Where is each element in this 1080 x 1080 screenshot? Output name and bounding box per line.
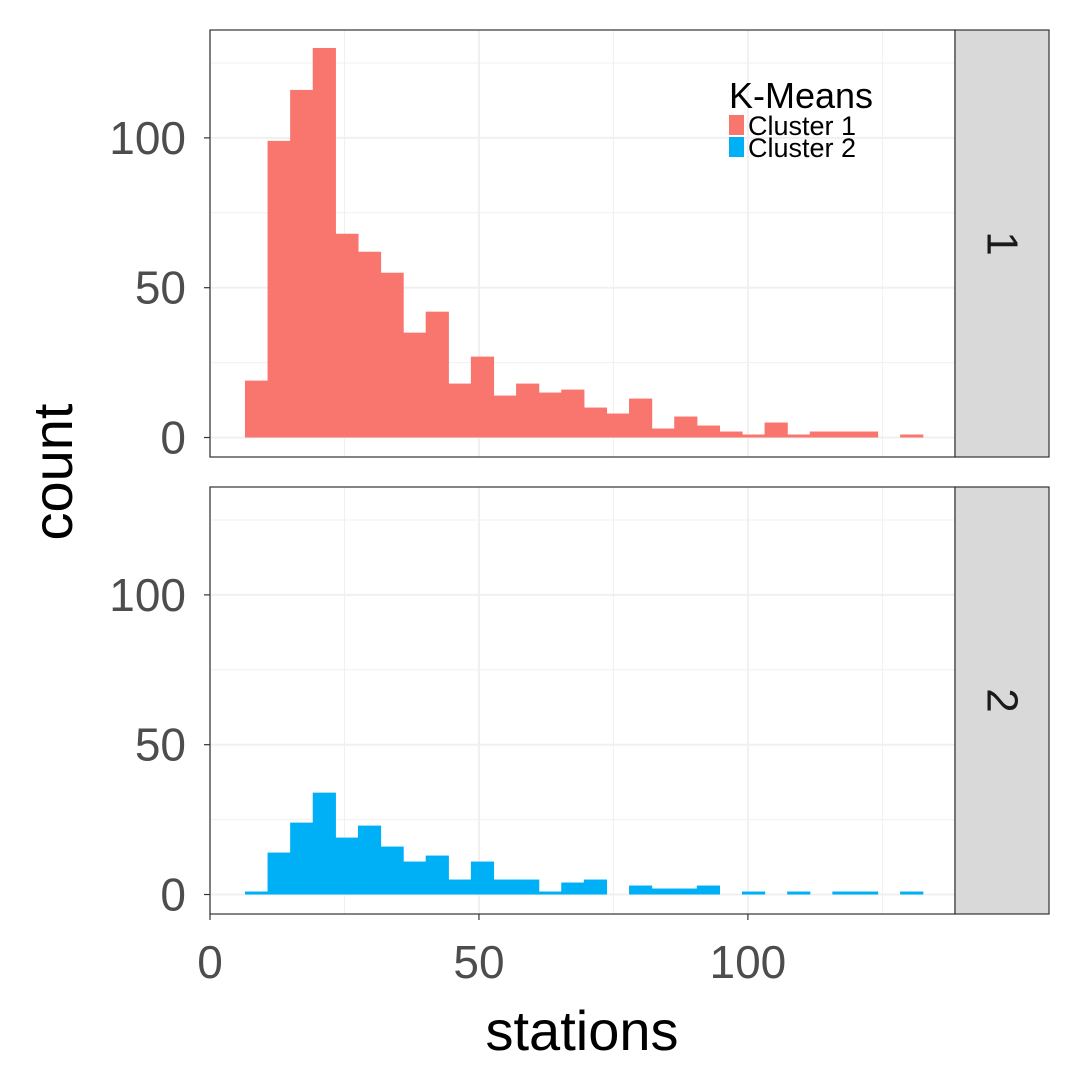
histogram-bar <box>380 846 404 895</box>
histogram-bar <box>448 383 472 438</box>
histogram-bar <box>425 311 449 438</box>
histogram-bar <box>380 272 404 438</box>
histogram-bar <box>719 431 743 438</box>
x-axis-title: stations <box>486 999 679 1062</box>
histogram-bar <box>696 425 720 438</box>
histogram-bar <box>900 891 924 895</box>
histogram-bar <box>290 822 314 895</box>
legend-key <box>729 137 744 157</box>
histogram-bar <box>561 389 585 438</box>
histogram-bar <box>832 891 856 895</box>
histogram-bar <box>651 888 675 895</box>
histogram-bar <box>357 251 382 438</box>
histogram-bar <box>900 434 924 438</box>
histogram-bar <box>561 882 585 895</box>
legend-key <box>729 115 744 135</box>
facet-panel-1: 1 0 50 100 <box>109 29 1050 464</box>
histogram-bar <box>312 47 336 438</box>
x-tick-label: 50 <box>453 936 504 988</box>
histogram-bar <box>403 332 427 438</box>
y-axis-title: count <box>21 403 84 540</box>
legend-label: Cluster 2 <box>748 133 856 163</box>
histogram-bar <box>764 422 788 438</box>
histogram-bar <box>290 89 314 438</box>
histogram-bar <box>809 431 833 438</box>
histogram-bar <box>787 434 811 438</box>
histogram-bar <box>606 413 630 438</box>
facet-strip <box>954 486 1050 915</box>
histogram-bar <box>516 383 540 438</box>
histogram-bar <box>470 861 495 895</box>
facet-strip <box>954 29 1050 458</box>
histogram-bar <box>538 392 562 438</box>
histogram-bar <box>470 356 495 438</box>
facet-strip-label: 2 <box>978 688 1027 712</box>
y-tick-label: 100 <box>109 569 186 621</box>
y-tick-label: 100 <box>109 112 186 164</box>
histogram-bar <box>538 891 562 895</box>
histogram-bar <box>583 407 608 438</box>
x-tick-label: 100 <box>710 936 787 988</box>
histogram-bar <box>335 837 359 895</box>
histogram-bar <box>267 140 291 438</box>
histogram-bar <box>448 879 472 895</box>
histogram-bar <box>244 891 269 895</box>
legend-label: Cluster 1 <box>748 111 856 141</box>
histogram-bar <box>741 434 766 438</box>
histogram-bar <box>267 852 291 895</box>
facet-panel-2: 2 0 50 100 0 50 100 <box>109 486 1050 988</box>
histogram-bar <box>832 431 856 438</box>
y-tick-label: 50 <box>135 719 186 771</box>
histogram-bar <box>787 891 811 895</box>
histogram-bar <box>357 825 382 895</box>
histogram-bar <box>516 879 540 895</box>
histogram-bar <box>741 891 766 895</box>
panels-layer: 1 0 50 100 2 0 50 100 0 50 100 <box>109 29 1050 988</box>
histogram-bar <box>425 855 449 895</box>
y-tick-label: 0 <box>160 412 186 464</box>
histogram-bar <box>312 792 336 895</box>
histogram-bar <box>583 879 608 895</box>
histogram-bar <box>674 416 698 438</box>
histogram-bar <box>403 861 427 895</box>
y-tick-label: 0 <box>160 869 186 921</box>
x-tick-label: 0 <box>197 936 223 988</box>
histogram-bar <box>854 891 879 895</box>
histogram-bar <box>651 428 675 438</box>
histogram-bar <box>629 398 653 438</box>
histogram-bar <box>674 888 698 895</box>
legend-title: K-Means <box>729 75 873 116</box>
facet-strip-label: 1 <box>978 231 1027 255</box>
histogram-bar <box>854 431 879 438</box>
histogram-bar <box>629 885 653 895</box>
histogram-bar <box>493 395 517 438</box>
histogram-bar <box>493 879 517 895</box>
histogram-bar <box>335 233 359 438</box>
y-tick-label: 50 <box>135 262 186 314</box>
histogram-bar <box>696 885 720 895</box>
histogram-bar <box>244 380 269 438</box>
